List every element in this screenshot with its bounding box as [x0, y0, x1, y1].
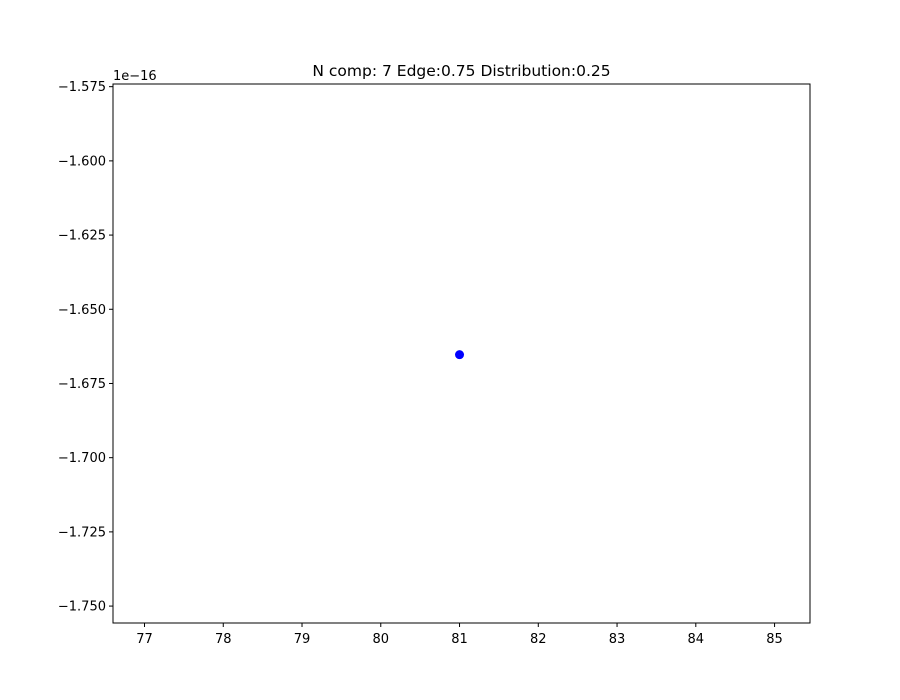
plot-frame — [112, 83, 811, 624]
x-tick-label: 79 — [294, 632, 311, 647]
x-tick-label: 80 — [373, 632, 390, 647]
data-points — [455, 350, 465, 360]
x-tick-label: 85 — [766, 632, 783, 647]
x-axis-ticks: 77 78 79 80 81 82 83 84 85 — [136, 623, 783, 647]
data-point — [455, 350, 465, 360]
y-tick-label: −1.675 — [58, 377, 106, 392]
x-tick-label: 77 — [136, 632, 153, 647]
y-tick-label: −1.575 — [58, 80, 106, 95]
y-tick-label: −1.600 — [58, 154, 106, 169]
y-tick-label: −1.725 — [58, 525, 106, 540]
x-tick-label: 82 — [530, 632, 547, 647]
y-tick-label: −1.650 — [58, 303, 106, 318]
y-axis-offset-label: 1e−16 — [113, 69, 157, 84]
chart-title: N comp: 7 Edge:0.75 Distribution:0.25 — [312, 62, 610, 80]
x-tick-label: 84 — [688, 632, 705, 647]
x-tick-label: 83 — [609, 632, 626, 647]
y-tick-label: −1.700 — [58, 451, 106, 466]
x-tick-label: 81 — [451, 632, 468, 647]
x-tick-label: 78 — [215, 632, 232, 647]
y-tick-label: −1.750 — [58, 600, 106, 615]
y-axis-ticks: −1.575 −1.600 −1.625 −1.650 −1.675 −1.700 −1.7… — [58, 80, 113, 615]
y-tick-label: −1.625 — [58, 229, 106, 244]
